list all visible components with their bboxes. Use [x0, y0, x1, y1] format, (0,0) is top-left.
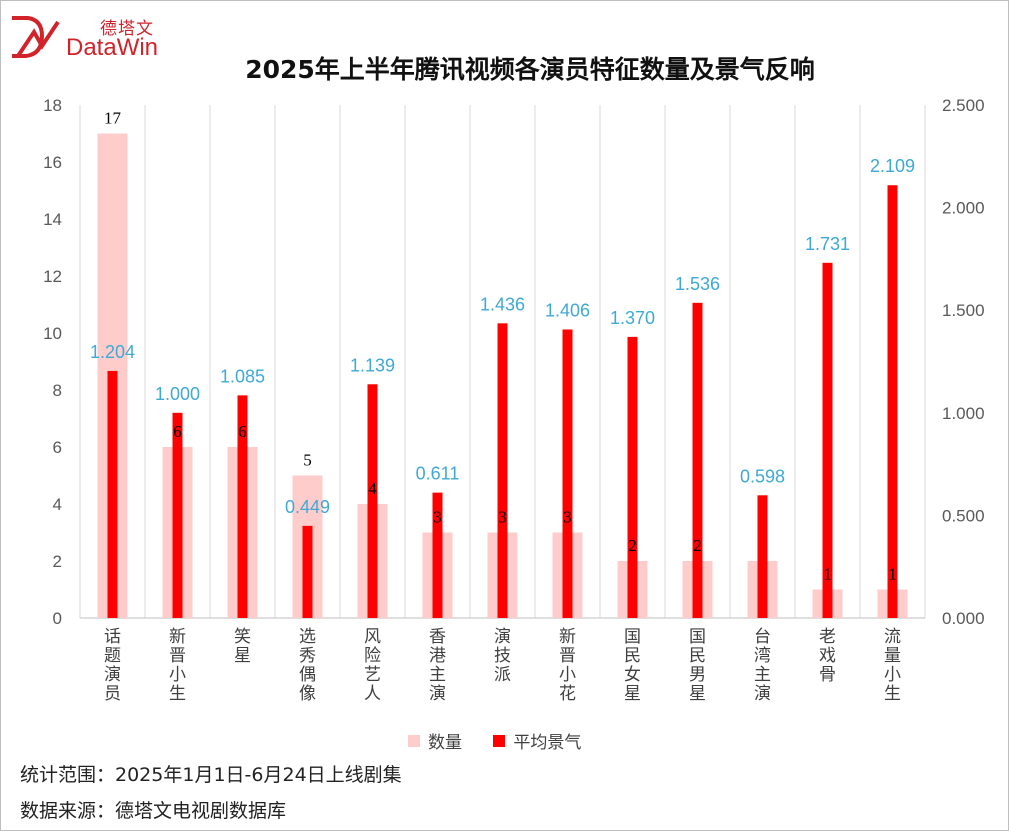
- legend-item-count: 数量: [408, 728, 462, 753]
- category-label: 台湾主演: [754, 627, 771, 704]
- avg-label: 1.370: [610, 308, 655, 328]
- count-label: 5: [303, 451, 312, 470]
- count-label: 6: [173, 422, 182, 441]
- count-label: 1: [888, 565, 897, 584]
- avg-label: 1.085: [220, 366, 265, 386]
- source-note: 数据来源：德塔文电视剧数据库: [20, 800, 287, 822]
- avg-bar: [497, 323, 508, 618]
- avg-label: 2.109: [870, 156, 915, 176]
- legend-label-avg: 平均景气: [513, 733, 582, 753]
- brand-logo: 德塔文 DataWin: [8, 12, 178, 64]
- legend-item-avg: 平均景气: [493, 728, 581, 753]
- avg-bar: [887, 185, 898, 618]
- right-tick-label: 0.500: [942, 506, 985, 525]
- avg-label: 0.449: [285, 497, 330, 517]
- avg-label: 1.436: [480, 294, 525, 314]
- left-tick-label: 8: [53, 381, 62, 400]
- legend-swatch-avg: [493, 734, 506, 747]
- left-tick-label: 6: [53, 438, 62, 457]
- right-tick-label: 0.000: [942, 609, 985, 628]
- legend: 数量 平均景气: [408, 728, 607, 753]
- brand-name-cn: 德塔文: [100, 19, 154, 39]
- count-label: 6: [238, 422, 247, 441]
- right-axis: 0.000 0.500 1.000 1.500 2.000 2.500: [942, 96, 985, 628]
- left-tick-label: 14: [43, 210, 62, 229]
- category-label: 国民男星: [689, 627, 706, 704]
- avg-label: 1.204: [90, 342, 135, 362]
- avg-label: 0.598: [740, 466, 785, 486]
- count-label: 3: [433, 508, 442, 527]
- category-label: 新晋小生: [169, 627, 186, 704]
- avg-bar: [172, 412, 183, 618]
- category-label: 话题演员: [104, 627, 121, 704]
- left-tick-label: 4: [53, 495, 62, 514]
- count-label: 1: [823, 565, 832, 584]
- category-label: 香港主演: [429, 627, 446, 704]
- count-label: 3: [563, 508, 572, 527]
- category-label: 新晋小花: [559, 627, 576, 704]
- category-label: 风险艺人: [364, 627, 381, 704]
- avg-bar: [107, 370, 118, 618]
- chart-title: 2025年上半年腾讯视频各演员特征数量及景气反响: [245, 55, 815, 84]
- avg-bar: [562, 329, 573, 618]
- right-tick-label: 2.000: [942, 199, 985, 218]
- avg-bar: [237, 395, 248, 618]
- count-label: 17: [104, 109, 122, 128]
- right-tick-label: 1.000: [942, 404, 985, 423]
- avg-bar: [367, 384, 378, 618]
- left-tick-label: 10: [43, 324, 62, 343]
- avg-label: 1.536: [675, 274, 720, 294]
- right-tick-label: 1.500: [942, 301, 985, 320]
- left-tick-label: 12: [43, 267, 62, 286]
- category-label: 国民女星: [624, 627, 641, 704]
- avg-label: 1.000: [155, 384, 200, 404]
- count-label: 2: [693, 536, 702, 555]
- left-tick-label: 16: [43, 153, 62, 172]
- avg-label: 1.731: [805, 234, 850, 254]
- avg-bars: [107, 185, 898, 618]
- avg-label: 1.406: [545, 300, 590, 320]
- category-label: 笑星: [234, 627, 251, 666]
- right-tick-label: 2.500: [942, 96, 985, 115]
- category-label: 演技派: [494, 627, 511, 685]
- left-tick-label: 18: [43, 96, 62, 115]
- scope-note: 统计范围：2025年1月1日-6月24日上线剧集: [20, 764, 402, 786]
- count-label: 3: [498, 508, 507, 527]
- category-label: 老戏骨: [819, 627, 836, 685]
- avg-label: 0.611: [416, 464, 460, 484]
- left-tick-label: 0: [53, 609, 62, 628]
- avg-bar: [627, 336, 638, 618]
- legend-swatch-count: [408, 734, 420, 747]
- brand-name-en: DataWin: [66, 34, 159, 61]
- count-label: 4: [368, 479, 377, 498]
- avg-label: 1.139: [350, 355, 395, 375]
- legend-label-count: 数量: [428, 733, 462, 753]
- category-label: 流量小生: [884, 627, 901, 704]
- count-label: 2: [628, 536, 637, 555]
- avg-bar: [692, 302, 703, 618]
- datawin-logo-icon: [12, 16, 60, 58]
- avg-bar: [432, 492, 443, 618]
- category-label: 选秀偶像: [299, 627, 316, 704]
- left-axis: 0 2 4 6 8 10 12 14 16 18: [43, 96, 62, 628]
- avg-bar: [822, 262, 833, 618]
- category-axis: 话题演员 新晋小生 笑星 选秀偶像 风险艺人 香港主演 演技派 新晋小花 国民女星 国民男星 台湾主…: [104, 627, 901, 704]
- count-data-labels: 17 6 6 5 4 3 3 3 2 2 1 1: [104, 109, 897, 584]
- avg-data-labels: 1.204 1.000 1.085 0.449 1.139 0.611 1.436 1.406…: [90, 156, 915, 517]
- left-tick-label: 2: [53, 552, 62, 571]
- avg-bar: [302, 525, 313, 618]
- avg-bar: [757, 495, 768, 618]
- grid-lines: [79, 105, 926, 619]
